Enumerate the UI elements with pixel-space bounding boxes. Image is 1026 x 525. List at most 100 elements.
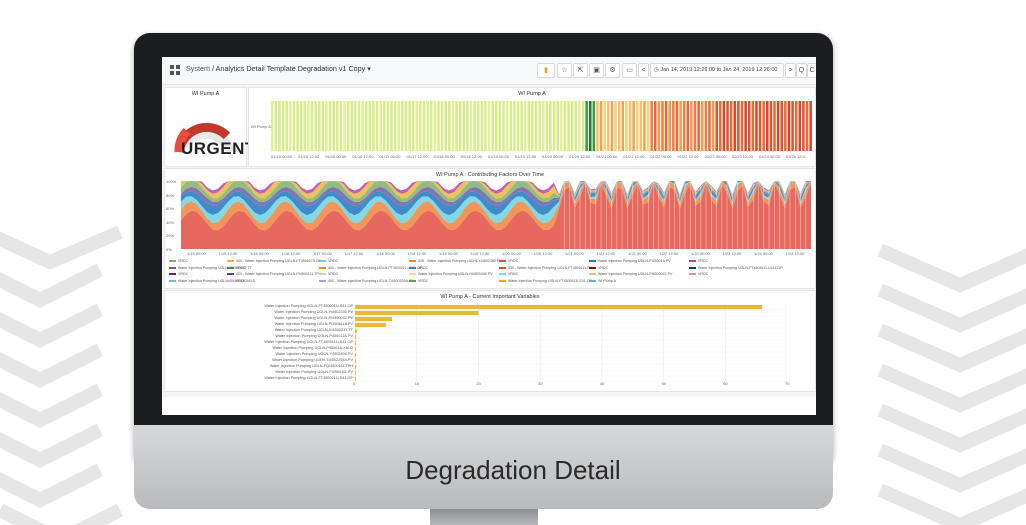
health-x-axis: 01/15 00:00 01/15 12:00 01/16 00:00 01/16 1…: [271, 154, 813, 162]
factors-legend-item[interactable]: VRDC: [169, 259, 188, 263]
factor-area-series: [181, 181, 811, 196]
variables-x-axis: 0 10 20 30 40 50 60 70: [353, 381, 790, 388]
health-bar: [437, 101, 440, 151]
factors-legend-item[interactable]: 430 - Water Injection Pumping UGLN-FT450…: [499, 266, 592, 270]
variable-bar[interactable]: [355, 376, 356, 382]
variable-label: Water Injection Pumping UGLN-PI4506116.P…: [274, 322, 353, 326]
factors-y-tick: 100%: [166, 179, 177, 184]
health-bar: [527, 101, 531, 151]
bar-chart-plus-icon: ▮: [544, 67, 548, 74]
star-button[interactable]: ☆: [557, 63, 572, 78]
variable-bar[interactable]: [355, 334, 357, 340]
health-bar: [668, 101, 671, 151]
factors-legend-item[interactable]: VRDC: [499, 272, 518, 276]
health-bar: [621, 101, 625, 151]
variable-bar[interactable]: [355, 352, 356, 358]
time-next-button[interactable]: >: [785, 63, 796, 78]
factors-legend-item[interactable]: Water Injection Pumping UGLN-FT4509111.L…: [689, 266, 783, 270]
variable-bar[interactable]: [355, 310, 479, 316]
legend-label: Water Injection Pumping UGLN-PI45001A.PV: [598, 259, 671, 263]
factors-legend-item[interactable]: VRDC: [409, 279, 428, 283]
variables-y-axis: Water Injection Pumping UGLN-FT4506011LS…: [165, 304, 353, 382]
factors-legend-item[interactable]: 400 - Water Injection Pumping UGLN-FT450…: [227, 259, 321, 263]
health-bar: [332, 101, 335, 151]
health-bar: [784, 101, 787, 151]
chevron-down-icon[interactable]: ▾: [367, 64, 371, 73]
zoom-out-button[interactable]: Q: [796, 63, 807, 78]
health-bar: [711, 101, 715, 151]
factors-x-tick: 1/15 12:00: [218, 251, 238, 256]
factors-legend-item[interactable]: WI Pump A: [589, 279, 616, 283]
variable-label: Water Injection Pumping UGLN-TI4502205A.…: [272, 358, 353, 362]
factors-legend-item[interactable]: Water Injection Pumping UGLN-HI4500406.P…: [409, 272, 493, 276]
variable-bar[interactable]: [355, 358, 356, 364]
dashboard-title[interactable]: Analytics Detail Template Degradation v1…: [215, 64, 366, 73]
monitor-stand: [430, 509, 538, 525]
factors-legend-item[interactable]: VRDC: [319, 259, 338, 263]
settings-button[interactable]: ⚙: [605, 63, 620, 78]
factors-legend-item[interactable]: VRDC: [689, 272, 708, 276]
factors-legend-item[interactable]: Water Injection Pumping UGLN-FT4509411LS…: [499, 279, 592, 283]
factors-legend-item[interactable]: VRDC: [227, 266, 246, 270]
factors-legend-item[interactable]: VRDC: [319, 272, 338, 276]
health-bar: [531, 101, 534, 151]
breadcrumb[interactable]: System / Analytics Detail Template Degra…: [186, 64, 371, 73]
health-bar: [386, 101, 390, 151]
legend-label: VRDC: [178, 259, 189, 263]
variable-bar[interactable]: [355, 340, 356, 346]
health-bar: [552, 101, 556, 151]
factors-x-tick: 1/24 00:00: [754, 251, 773, 256]
factors-legend-item[interactable]: VRDC: [499, 259, 518, 263]
health-bar: [383, 101, 386, 151]
factors-legend-item[interactable]: VRDC: [227, 279, 246, 283]
share-button[interactable]: ⇱: [573, 63, 588, 78]
factors-legend-item[interactable]: 400 - Water Injection Pumping UGLN-TI450…: [319, 279, 414, 283]
health-bar: [397, 101, 400, 151]
health-bar: [643, 101, 646, 151]
add-panel-button[interactable]: ▮: [537, 63, 555, 78]
legend-swatch: [227, 266, 234, 269]
variable-bar[interactable]: [355, 346, 356, 352]
health-bar: [350, 101, 354, 151]
variables-x-tick: 70: [785, 381, 790, 386]
factors-legend-item[interactable]: 400 - Water Injection Pumping UGLN-PI450…: [227, 272, 321, 276]
factors-legend-item[interactable]: Water Injection Pumping UGLN-XI4500037.T…: [169, 266, 252, 270]
factors-legend-item[interactable]: 430 - Water Injection Pumping UGLN-XI450…: [409, 259, 502, 263]
factors-legend-item[interactable]: Water Injection Pumping UGLN-PI45001A.PV: [589, 259, 671, 263]
variable-bar[interactable]: [355, 316, 393, 322]
legend-label: 400 - Water Injection Pumping UGLN-TI450…: [328, 278, 414, 283]
breadcrumb-root[interactable]: System: [186, 64, 210, 73]
time-range-picker[interactable]: ◷ Jan 14, 2019 12:26:00 to Jan 24, 2019 …: [650, 63, 784, 78]
refresh-button[interactable]: C: [807, 63, 816, 78]
breadcrumb-separator: /: [211, 64, 214, 73]
time-prev-button[interactable]: <: [638, 63, 649, 78]
variable-bar[interactable]: [355, 364, 356, 370]
legend-swatch: [689, 273, 696, 276]
factors-legend-item[interactable]: VRDC: [589, 266, 608, 270]
health-bar: [285, 101, 288, 151]
factors-legend-item[interactable]: 400 - Water Injection Pumping UGLN-FT450…: [319, 266, 422, 270]
variable-bar[interactable]: [355, 304, 763, 310]
monitor-icon: ▭: [626, 67, 633, 74]
factors-legend-item[interactable]: VRDC: [689, 259, 708, 263]
tv-mode-button[interactable]: ▭: [622, 63, 637, 78]
health-bar: [722, 101, 726, 151]
health-bar: [556, 101, 559, 151]
factors-legend-item[interactable]: VRDC: [169, 272, 188, 276]
save-button[interactable]: ▣: [589, 63, 604, 78]
factors-x-tick: 1/20 12:00: [533, 251, 553, 256]
apps-grid-icon[interactable]: [170, 65, 180, 75]
factors-x-tick: 1/18 00:00: [376, 251, 395, 256]
factors-legend-item[interactable]: Water Injection Pumping UGLN-FI45001A.XA…: [169, 279, 255, 283]
factors-legend-item[interactable]: VRDC: [409, 266, 428, 270]
dashboard-screen: System / Analytics Detail Template Degra…: [162, 57, 816, 415]
variable-bar[interactable]: [355, 322, 386, 328]
factors-legend-item[interactable]: Water Injection Pumping UGLN-PI4500042.P…: [589, 272, 672, 276]
important-variables-panel: WI Pump A - Current Important Variables …: [164, 290, 816, 392]
legend-swatch: [169, 279, 176, 282]
variable-bar[interactable]: [355, 370, 356, 376]
health-bar: [693, 101, 697, 151]
health-bar: [451, 101, 455, 151]
variable-bar[interactable]: [355, 328, 357, 334]
legend-label: VRDC: [508, 272, 519, 276]
